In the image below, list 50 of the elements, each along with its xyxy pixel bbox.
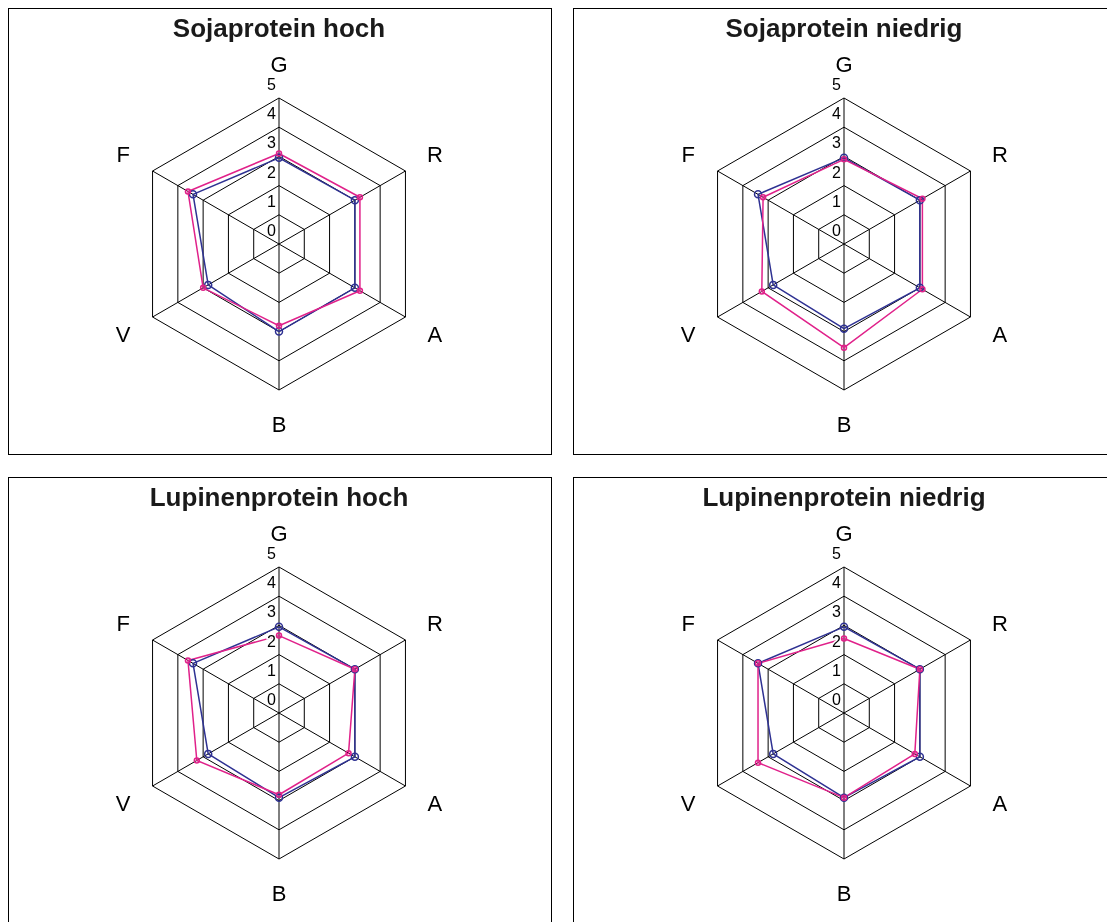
y-tick-label: 3	[832, 603, 842, 621]
chart-title: Sojaprotein niedrig	[724, 13, 964, 44]
spoke-label: A	[427, 790, 443, 816]
spoke-label: R	[426, 141, 443, 167]
chart-title: Lupinenprotein hoch	[148, 482, 410, 513]
spoke-label: G	[270, 520, 288, 546]
spoke-label: G	[270, 51, 288, 77]
spoke-label: G	[835, 51, 853, 77]
y-tick-label: 0	[267, 691, 277, 708]
spoke-label: F	[681, 141, 695, 167]
y-tick-label: 0	[832, 222, 842, 239]
spoke-label: R	[991, 610, 1008, 636]
y-tick-label: 1	[832, 661, 842, 679]
spoke-label: V	[115, 321, 131, 347]
spoke-label: A	[992, 321, 1008, 347]
y-tick-label: 4	[832, 105, 842, 123]
y-tick-label: 4	[267, 105, 277, 123]
y-tick-label: 5	[267, 76, 277, 93]
chart-title: Lupinenprotein niedrig	[701, 482, 987, 513]
spoke-label: A	[992, 790, 1008, 816]
y-tick-label: 0	[267, 222, 277, 239]
y-tick-label: 1	[267, 192, 277, 210]
chart-title: Sojaprotein hoch	[171, 13, 387, 44]
y-tick-label: 1	[267, 661, 277, 679]
spoke-label: R	[991, 141, 1008, 167]
spoke-label: B	[271, 880, 287, 906]
y-tick-label: 4	[267, 574, 277, 592]
spoke-label: F	[681, 610, 695, 636]
y-tick-label: 5	[832, 545, 842, 562]
spoke-label: F	[116, 141, 130, 167]
spoke-label: B	[836, 880, 852, 906]
spoke-label: A	[427, 321, 443, 347]
spoke-label: B	[271, 411, 287, 437]
y-tick-label: 5	[832, 76, 842, 93]
spoke-label: V	[680, 321, 696, 347]
spoke-label: B	[836, 411, 852, 437]
y-tick-label: 2	[832, 163, 842, 181]
y-tick-label: 5	[267, 545, 277, 562]
y-tick-label: 2	[267, 163, 277, 181]
y-tick-label: 1	[832, 192, 842, 210]
spoke-label: V	[680, 790, 696, 816]
y-tick-label: 3	[267, 134, 277, 152]
y-tick-label: 3	[267, 603, 277, 621]
y-tick-label: 4	[832, 574, 842, 592]
spoke-label: V	[115, 790, 131, 816]
spoke-label: G	[835, 520, 853, 546]
spoke-label: F	[116, 610, 130, 636]
spoke-label: R	[426, 610, 443, 636]
y-tick-label: 3	[832, 134, 842, 152]
y-tick-label: 0	[832, 691, 842, 708]
